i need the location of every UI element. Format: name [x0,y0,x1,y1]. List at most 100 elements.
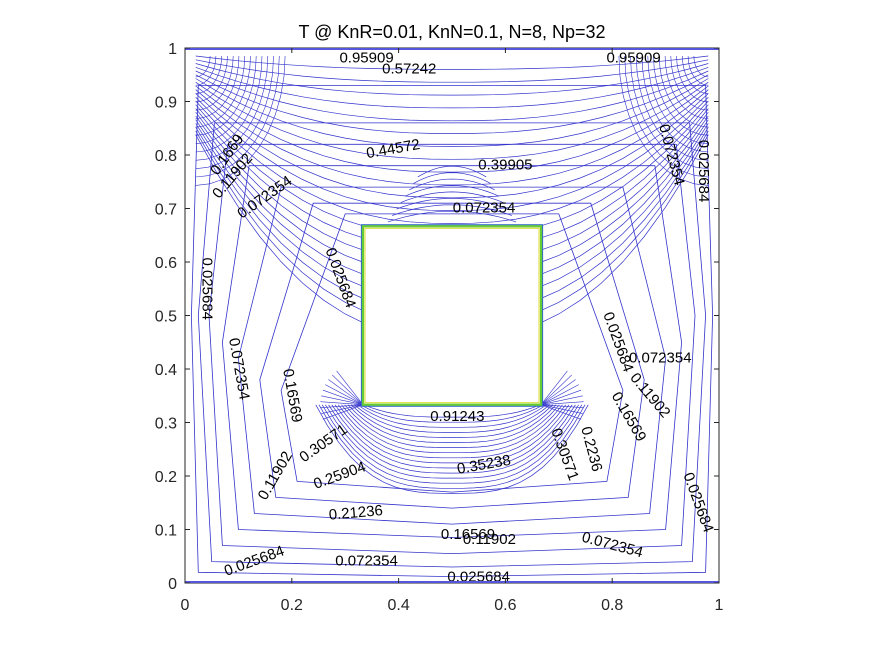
bowl-isotherm-3 [354,404,550,433]
corner-fan-1-12 [624,55,709,178]
top-isotherm-0 [195,55,709,70]
y-tick-label: 0.2 [155,469,177,486]
obstacle-fan-0-0 [322,404,364,420]
x-tick-label: 1 [715,597,724,614]
obstacle-fan-1-1 [540,404,583,414]
top-cluster-3 [400,191,504,203]
y-tick-label: 1 [168,41,177,58]
contour-loop-2 [208,143,696,555]
y-tick-label: 0.3 [155,416,177,433]
top-isotherm-10 [195,93,709,199]
top-isotherm-6 [195,78,709,147]
top-isotherm-7 [195,81,709,160]
obstacle-fan-0-8 [332,374,364,405]
contour-loop-3 [221,165,683,538]
contour-label-28: 0.95909 [339,50,393,67]
contour-label-26: 0.39905 [478,157,532,174]
bowl-isotherm-15 [315,404,589,494]
corner-fan-1-4 [670,55,709,111]
corner-fan-0-10 [195,55,269,161]
x-tick-label: 0.2 [281,597,303,614]
corner-fan-0-5 [195,55,240,119]
obstacle-fan-0-4 [321,395,364,405]
y-tick-label: 0 [168,576,177,593]
top-cluster-4 [404,185,500,197]
corner-fan-1-2 [682,55,709,94]
obstacle-fan-1-2 [540,404,584,408]
contour-label-19: 0.072354 [629,349,692,366]
contour-label-13: 0.072354 [335,553,398,570]
contour-label-12: 0.11902 [463,531,516,548]
contour-label-32: 0.91243 [430,408,484,425]
top-isotherm-1 [195,59,709,83]
x-tick-label: 0.6 [494,597,516,614]
top-cluster-2 [396,197,508,210]
contour-loop-0 [190,85,714,578]
bowl-isotherm-6 [344,404,560,448]
corner-fan-1-13 [618,55,709,186]
bowl-isotherm-12 [325,404,579,479]
corner-fan-0-12 [195,55,280,178]
obstacle-edge [361,225,543,406]
bowl-isotherm-7 [341,404,563,454]
top-cluster-7 [417,165,487,178]
bowl-isotherm-4 [350,404,554,438]
top-isotherm-11 [195,96,709,211]
contour-label-31: 0.57242 [382,60,436,77]
obstacle-fan-1-5 [540,389,582,405]
obstacle-fan-1-0 [540,404,582,420]
obstacle-fan-0-5 [322,389,364,405]
corner-fan-1-11 [630,55,709,169]
contour-loop-4 [237,186,667,525]
obstacle-fan-0-2 [320,404,364,408]
corner-fan-0-3 [195,55,228,103]
obstacle-fan-1-8 [540,374,572,405]
contour-loop-5 [259,202,645,509]
y-tick-label: 0.4 [155,362,177,379]
corner-fan-0-11 [195,55,274,169]
obstacle-fan-0-1 [321,404,364,414]
top-cluster-6 [413,172,491,184]
corner-fan-0-0 [195,55,211,78]
bowl-isotherm-5 [347,404,557,443]
top-cluster-5 [409,178,495,191]
contour-label-24: 0.025684 [695,140,712,203]
corner-fan-0-4 [195,55,234,111]
corner-fan-0-13 [195,55,286,186]
obstacle-fan-0-7 [328,379,364,405]
bowl-isotherm-0 [363,404,541,418]
bowl-isotherm-9 [334,404,570,464]
bowl-isotherm-10 [331,404,573,469]
contour-loop-1 [197,122,707,568]
square-obstacle [360,224,544,407]
chart-title: T @ KnR=0.01, KnN=0.1, N=8, Np=32 [298,22,605,42]
y-tick-label: 0.6 [155,255,177,272]
bowl-isotherm-13 [321,404,583,484]
corner-fan-1-7 [653,55,709,136]
top-isotherm-9 [195,89,709,186]
bowl-isotherm-1 [360,404,544,423]
contour-label-29: 0.95909 [606,50,660,67]
x-tick-label: 0.4 [387,597,409,614]
axes: 0 0.2 0.4 0.6 0.8 1 0 0.1 0.2 0.3 0.4 0.5 0.6 0.7 0.8 0… [155,41,724,614]
top-isotherm-5 [195,74,709,134]
top-cluster-1 [392,204,512,216]
bowl-isotherm-14 [318,404,586,489]
y-tick-label: 0.8 [155,148,177,165]
contour-label-11: 0.16569 [441,526,495,543]
obstacle-fan-1-6 [540,384,579,405]
top-isotherm-2 [195,63,709,96]
y-tick-label: 0.5 [155,309,177,326]
top-isotherm-8 [195,85,709,173]
corner-fan-0-8 [195,55,257,144]
top-isotherm-4 [195,70,709,122]
obstacle-fan-1-4 [540,395,583,405]
y-tick-label: 0.9 [155,95,177,112]
y-tick-label: 0.1 [155,523,177,540]
obstacle-fan-0-6 [325,384,364,405]
corner-fan-1-9 [641,55,709,153]
corner-fan-1-10 [635,55,709,161]
contour-label-10: 0.21236 [328,502,384,524]
obstacle-fan-0-3 [320,401,364,405]
